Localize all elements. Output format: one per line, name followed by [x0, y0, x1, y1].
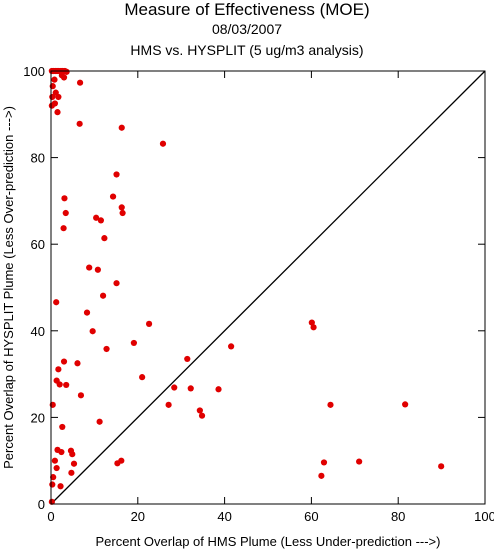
chart-analysis-subtitle: HMS vs. HYSPLIT (5 ug/m3 analysis) — [130, 42, 364, 58]
data-point — [76, 120, 83, 127]
data-point — [215, 386, 222, 393]
data-point — [113, 280, 120, 287]
data-point — [61, 195, 68, 202]
data-point — [63, 381, 70, 389]
x-axis-label: Percent Overlap of HMS Plume (Less Under… — [96, 534, 441, 549]
data-point — [55, 93, 62, 101]
data-point — [318, 472, 325, 479]
data-point — [438, 463, 445, 470]
data-point — [48, 102, 55, 109]
data-point — [101, 235, 108, 242]
data-point — [109, 193, 117, 200]
data-point — [53, 464, 60, 472]
data-point — [54, 109, 61, 116]
data-point — [184, 355, 191, 363]
data-point — [159, 140, 167, 147]
data-point — [51, 76, 58, 83]
data-point — [69, 451, 76, 458]
data-point — [118, 124, 125, 131]
y-tick-label: 20 — [31, 410, 45, 425]
data-point — [77, 392, 85, 399]
data-point — [59, 423, 66, 431]
x-tick-label: 0 — [47, 509, 54, 524]
data-point — [68, 469, 75, 476]
data-point — [96, 418, 103, 425]
data-point — [198, 412, 206, 419]
y-tick-label: 40 — [31, 324, 45, 339]
data-point — [58, 448, 65, 456]
one-to-one-line — [50, 70, 486, 505]
y-tick-label: 80 — [31, 151, 45, 166]
y-axis-label: Percent Overlap of HYSPLIT Plume (Less O… — [1, 106, 16, 469]
x-tick-label: 80 — [391, 509, 405, 524]
data-point — [63, 68, 70, 75]
data-point — [49, 481, 56, 488]
data-point — [320, 459, 328, 466]
data-point — [308, 319, 315, 326]
data-point — [139, 374, 146, 381]
data-point — [145, 320, 153, 327]
data-point — [83, 309, 91, 316]
data-point — [402, 401, 409, 408]
data-point — [171, 384, 178, 391]
data-point — [187, 385, 194, 392]
data-point — [62, 209, 69, 217]
data-point — [86, 264, 93, 271]
data-point — [57, 483, 64, 490]
data-point — [60, 74, 68, 81]
data-point — [70, 460, 78, 467]
data-point — [228, 343, 235, 350]
data-point — [76, 79, 84, 86]
data-point — [356, 458, 363, 465]
data-point — [53, 299, 60, 306]
data-point — [89, 328, 96, 335]
data-point — [99, 292, 107, 299]
data-point — [114, 460, 121, 467]
y-tick-label: 60 — [31, 237, 45, 252]
chart-date: 08/03/2007 — [211, 21, 283, 37]
data-point — [196, 407, 203, 414]
data-point — [74, 360, 81, 367]
data-point — [119, 209, 126, 217]
x-tick-label: 40 — [217, 509, 231, 524]
data-point — [60, 358, 68, 365]
data-point — [113, 171, 120, 178]
data-point — [55, 366, 62, 373]
y-tick-label: 100 — [23, 64, 45, 79]
data-point — [103, 345, 110, 353]
data-point — [56, 381, 63, 388]
data-point — [118, 204, 125, 211]
x-tick-label: 100 — [474, 509, 494, 524]
data-point — [310, 324, 317, 331]
x-tick-label: 60 — [304, 509, 318, 524]
data-point — [130, 339, 137, 347]
plot-frame — [50, 70, 486, 505]
y-tick-label: 0 — [38, 497, 45, 512]
data-point — [93, 214, 100, 221]
data-point — [51, 457, 59, 464]
data-point — [97, 217, 105, 224]
data-point — [48, 498, 55, 505]
x-tick-label: 20 — [131, 509, 145, 524]
data-point — [165, 401, 172, 408]
data-point — [94, 266, 101, 273]
data-point — [60, 225, 67, 232]
data-point — [327, 401, 334, 408]
data-point — [50, 474, 57, 481]
chart-title: Measure of Effectiveness (MOE) — [124, 0, 370, 19]
